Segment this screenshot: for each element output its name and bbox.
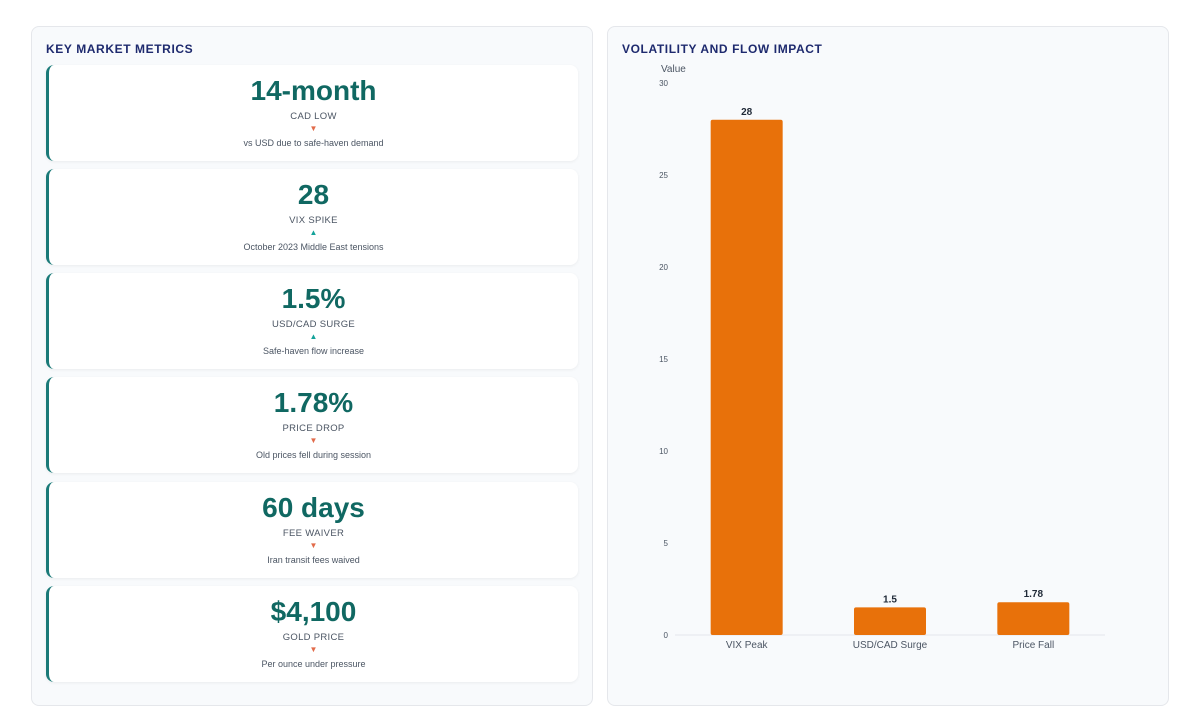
metrics-panel: KEY MARKET METRICS 14-month CAD LOW ▼ vs…	[31, 26, 593, 706]
metric-value: 14-month	[250, 75, 377, 106]
metric-value: 60 days	[262, 492, 365, 523]
bar-chart: Value 0 5 10 15 20 25 30 28 VIX Peak 1.5 USD/CAD Su…	[659, 64, 1105, 651]
y-tick-label: 20	[659, 263, 668, 272]
metric-card-fee-waiver: 60 days FEE WAIVER ▼ Iran transit fees w…	[46, 482, 578, 578]
y-tick-label: 10	[659, 447, 668, 456]
metric-label: FEE WAIVER	[282, 528, 345, 539]
bar	[997, 602, 1070, 635]
metric-label: GOLD PRICE	[282, 632, 345, 643]
arrow-up-icon: ▲	[309, 228, 318, 237]
metric-card-usd-cad-surge: 1.5% USD/CAD SURGE ▲ Safe-haven flow inc…	[46, 273, 578, 369]
metric-card-vix-spike: 28 VIX SPIKE ▲ October 2023 Middle East …	[46, 169, 578, 265]
bar	[854, 607, 926, 635]
bar-value-label: 1.5	[883, 594, 897, 605]
arrow-up-icon: ▲	[309, 332, 318, 341]
metric-card-price-drop: 1.78% PRICE DROP ▼ Old prices fell durin…	[46, 377, 578, 473]
metric-value: 28	[297, 179, 330, 210]
y-tick-label: 5	[664, 539, 669, 548]
metric-value: 1.5%	[281, 283, 346, 314]
metrics-panel-title: KEY MARKET METRICS	[46, 42, 194, 56]
metric-note: Iran transit fees waived	[267, 555, 360, 565]
metric-label: PRICE DROP	[282, 423, 345, 434]
y-tick-label: 25	[659, 171, 668, 180]
metric-note: Safe-haven flow increase	[262, 346, 365, 356]
arrow-down-icon: ▼	[309, 541, 318, 550]
y-axis-label: Value	[661, 64, 686, 75]
metric-note: October 2023 Middle East tensions	[243, 242, 384, 252]
bar	[710, 119, 783, 636]
arrow-down-icon: ▼	[309, 124, 318, 133]
chart-panel: VOLATILITY AND FLOW IMPACT Value 0 5 10 15 20…	[607, 26, 1169, 706]
y-tick-label: 0	[664, 631, 669, 640]
metric-value: $4,100	[270, 596, 357, 627]
metric-note: Old prices fell during session	[255, 450, 372, 460]
x-tick-label: VIX Peak	[726, 640, 769, 651]
metric-note: Per ounce under pressure	[261, 659, 366, 669]
y-tick-label: 30	[659, 79, 668, 88]
metric-note: vs USD due to safe-haven demand	[243, 138, 384, 148]
metric-label: VIX SPIKE	[289, 215, 338, 226]
y-tick-label: 15	[659, 355, 668, 364]
bar-value-label: 1.78	[1024, 589, 1044, 600]
chart-panel-title: VOLATILITY AND FLOW IMPACT	[622, 42, 823, 56]
x-tick-label: Price Fall	[1012, 640, 1054, 651]
metric-card-cad-low: 14-month CAD LOW ▼ vs USD due to safe-ha…	[46, 65, 578, 161]
metric-value: 1.78%	[273, 387, 354, 418]
arrow-down-icon: ▼	[309, 436, 318, 445]
x-tick-label: USD/CAD Surge	[853, 640, 928, 651]
arrow-down-icon: ▼	[309, 645, 318, 654]
metric-card-gold-price: $4,100 GOLD PRICE ▼ Per ounce under pres…	[46, 586, 578, 682]
bar-value-label: 28	[741, 107, 753, 118]
metric-label: CAD LOW	[290, 111, 337, 122]
metric-label: USD/CAD SURGE	[271, 319, 356, 330]
